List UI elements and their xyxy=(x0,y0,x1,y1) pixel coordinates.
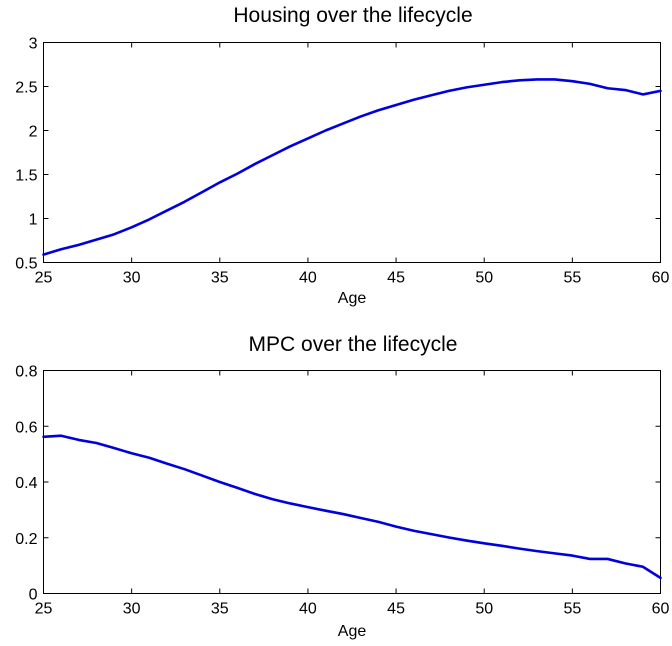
y-tick-label: 2 xyxy=(29,124,38,141)
chart-title: MPC over the lifecycle xyxy=(249,333,458,356)
y-tick-label: 0.8 xyxy=(15,364,37,381)
x-tick-label: 35 xyxy=(211,601,229,618)
x-tick-label: 25 xyxy=(35,270,53,287)
chart-title: Housing over the lifecycle xyxy=(233,4,472,27)
x-axis-label: Age xyxy=(338,290,367,307)
x-tick-label: 45 xyxy=(387,270,405,287)
x-tick-label: 45 xyxy=(387,601,405,618)
series-group xyxy=(42,434,662,580)
x-tick-label: 55 xyxy=(563,270,581,287)
x-tick-label: 60 xyxy=(652,270,670,287)
y-tick-label: 0.6 xyxy=(15,419,37,436)
x-tick-label: 40 xyxy=(299,270,317,287)
y-tick-label: 3 xyxy=(29,36,38,53)
series-group xyxy=(42,78,662,256)
x-tick-label: 25 xyxy=(35,601,53,618)
y-tick-label: 1.5 xyxy=(15,168,37,185)
x-tick-label: 60 xyxy=(652,601,670,618)
y-tick-label: 0 xyxy=(29,587,38,604)
y-tick-label: 1 xyxy=(29,212,38,229)
x-tick-label: 30 xyxy=(123,601,141,618)
y-tick-label: 0.4 xyxy=(15,475,37,492)
tick-group: 25 30 35 40 45 50 55 60 0.5 1 1.5 2 2.5 3 xyxy=(15,36,669,287)
x-tick-label: 55 xyxy=(563,601,581,618)
x-tick-label: 35 xyxy=(211,270,229,287)
y-tick-label: 2.5 xyxy=(15,80,37,97)
series-line xyxy=(42,78,662,256)
y-tick-label: 0.5 xyxy=(15,256,37,273)
y-tick-label: 0.2 xyxy=(15,531,37,548)
housing-panel: Housing over the lifecycle 25 30 35 40 45 50 5… xyxy=(15,4,669,307)
tick-group: 25 30 35 40 45 50 55 60 0 0.2 0.4 0.6 0.8 xyxy=(15,364,669,618)
mpc-panel: MPC over the lifecycle 25 30 35 40 45 50 55 60 0… xyxy=(15,333,669,640)
plot-frame xyxy=(43,370,661,594)
x-tick-label: 30 xyxy=(123,270,141,287)
plot-frame xyxy=(43,42,661,263)
x-tick-label: 40 xyxy=(299,601,317,618)
x-tick-label: 50 xyxy=(475,270,493,287)
x-tick-label: 50 xyxy=(475,601,493,618)
x-axis-label: Age xyxy=(338,623,367,640)
series-line xyxy=(42,434,662,580)
